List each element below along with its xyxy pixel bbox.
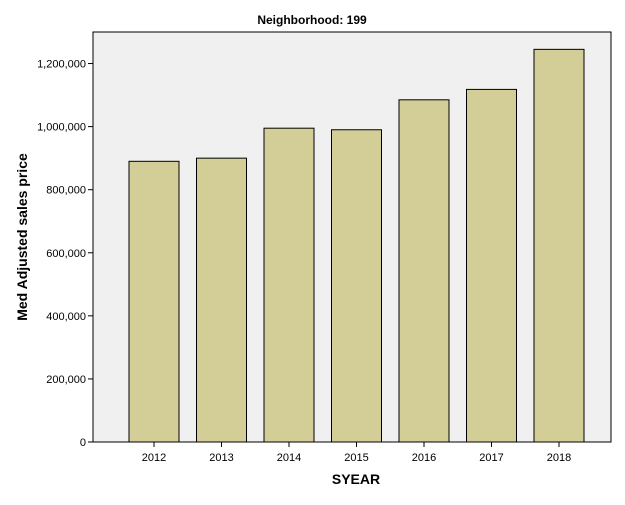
x-tick-label-2013: 2013	[209, 452, 233, 464]
y-tick-label: 200,000	[46, 374, 86, 386]
x-tick-label-2017: 2017	[479, 452, 503, 464]
y-tick-label: 0	[80, 437, 86, 449]
bar-2015	[331, 129, 382, 443]
y-tick-label: 1,000,000	[37, 122, 86, 134]
bar-2018	[533, 48, 585, 443]
x-tick-label-2014: 2014	[277, 452, 301, 464]
bar-2012	[128, 160, 180, 443]
bars	[128, 48, 585, 443]
y-tick-label: 400,000	[46, 311, 86, 323]
bar-2014	[263, 127, 315, 443]
chart-title: Neighborhood: 199	[257, 13, 367, 27]
x-axis-label: SYEAR	[332, 471, 380, 487]
y-axis-ticks: 0 200,000 400,000 600,000 800,000 1,000,000 1,…	[37, 59, 93, 449]
x-tick-label-2016: 2016	[412, 452, 436, 464]
x-tick-label-2015: 2015	[344, 452, 368, 464]
x-axis-ticks: 2012 2013 2014 2015 2016 2017 2018	[142, 442, 571, 464]
bar-2017	[466, 88, 517, 443]
y-axis-label: Med Adjusted sales price	[14, 153, 30, 321]
x-tick-label-2012: 2012	[142, 452, 166, 464]
y-tick-label: 600,000	[46, 248, 86, 260]
bar-2016	[398, 99, 450, 443]
y-tick-label: 1,200,000	[37, 59, 86, 71]
y-tick-label: 800,000	[46, 185, 86, 197]
bar-2013	[196, 157, 247, 443]
x-tick-label-2018: 2018	[547, 452, 571, 464]
